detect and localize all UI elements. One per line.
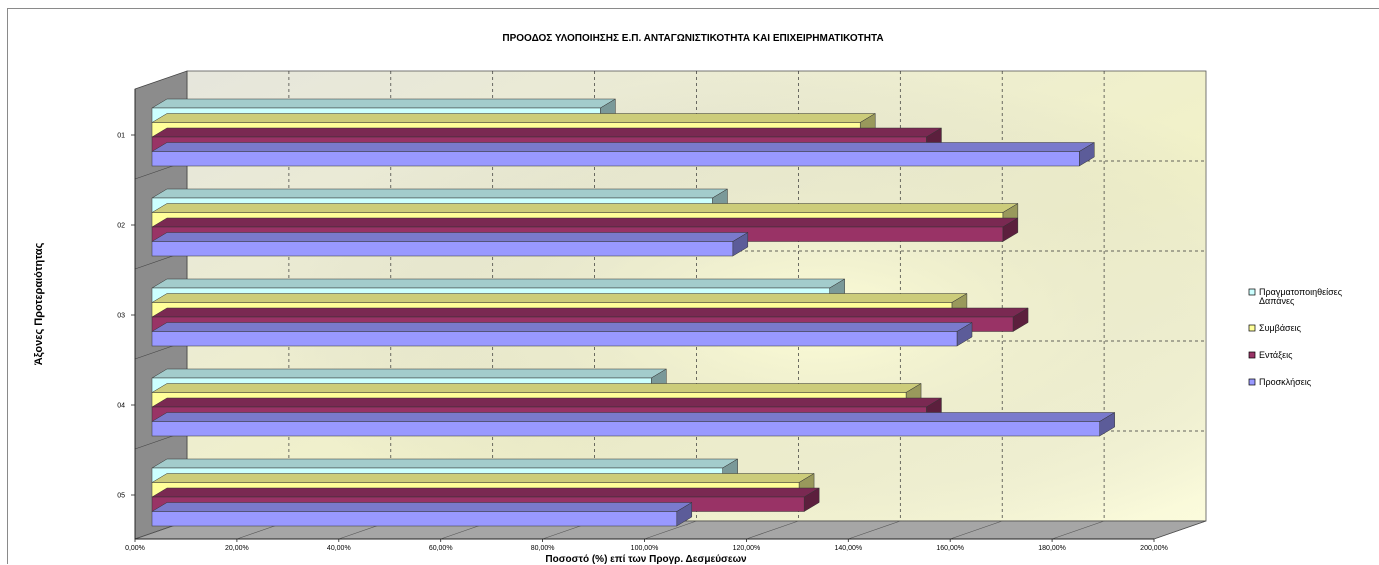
chart-frame: ΠΡΟΟΔΟΣ ΥΛΟΠΟΙΗΣΗΣ Ε.Π. ΑΝΤΑΓΩΝΙΣΤΙΚΟΤΗΤ…: [7, 8, 1379, 565]
bar-front: [151, 511, 678, 527]
bar-top: [151, 368, 668, 379]
legend-swatch: [1248, 324, 1256, 332]
legend-item: Προσκλήσεις: [1248, 377, 1312, 387]
bar-top: [151, 203, 1019, 213]
bar-top: [151, 113, 877, 123]
bar-top: [151, 458, 739, 469]
chart-canvas: ΠΡΟΟΔΟΣ ΥΛΟΠΟΙΗΣΗΣ Ε.Π. ΑΝΤΑΓΩΝΙΣΤΙΚΟΤΗΤ…: [33, 33, 1343, 565]
bar-top: [151, 412, 1116, 422]
plot-area: 0,00% 20,00% 40,00% 60,00% 80,00% 100,00% 120,…: [117, 70, 1207, 552]
bar-top: [151, 232, 749, 242]
legend-item: Εντάξεις: [1248, 350, 1293, 360]
x-tick-label: 120,00%: [733, 545, 761, 552]
bar-top: [151, 502, 693, 512]
y-axis-label: Άξονες Προτεραιότητας: [33, 242, 45, 365]
bar-top: [151, 307, 1029, 318]
x-tick-label: 180,00%: [1038, 545, 1066, 552]
bar-top: [151, 383, 922, 393]
x-tick-label: 20,00%: [225, 545, 249, 552]
bar-front: [151, 421, 1100, 437]
bar-top: [151, 278, 846, 289]
floor-gridline: [1052, 520, 1105, 540]
legend-label: Δαπάνες: [1259, 296, 1295, 306]
x-tick-label: 40,00%: [327, 545, 351, 552]
x-tick-label: 100,00%: [631, 545, 659, 552]
legend-label: Εντάξεις: [1259, 350, 1293, 360]
category-label: 02: [117, 223, 125, 230]
bar-top: [151, 473, 815, 483]
floor-gridline: [1153, 520, 1207, 540]
legend-label: Συμβάσεις: [1259, 323, 1302, 333]
floor-gridline: [644, 520, 697, 540]
category-label: 05: [117, 493, 125, 500]
legend-swatch: [1248, 351, 1256, 359]
x-tick-label: 80,00%: [531, 545, 555, 552]
chart-title: ΠΡΟΟΔΟΣ ΥΛΟΠΟΙΗΣΗΣ Ε.Π. ΑΝΤΑΓΩΝΙΣΤΙΚΟΤΗΤ…: [502, 33, 883, 44]
legend-swatch: [1248, 288, 1256, 296]
floor-gridline: [848, 520, 901, 540]
bar-top: [151, 188, 729, 199]
bar-top: [151, 487, 821, 498]
legend-label: Προσκλήσεις: [1259, 377, 1312, 387]
x-tick-label: 200,00%: [1140, 545, 1168, 552]
legend-item: Συμβάσεις: [1248, 323, 1302, 333]
bar-front: [151, 241, 734, 257]
bar-front: [151, 331, 958, 347]
x-axis-label: Ποσοστό (%) επί των Προγρ. Δεσμεύσεων: [545, 554, 747, 565]
bar-top: [151, 142, 1096, 152]
bar: [151, 502, 693, 527]
bar: [151, 412, 1116, 437]
floor-gridline: [746, 520, 799, 540]
bar: [151, 142, 1096, 167]
legend-swatch: [1248, 378, 1256, 386]
bar-front: [151, 151, 1080, 167]
bar-top: [151, 217, 1019, 228]
bar-top: [151, 98, 617, 109]
floor-gridline: [950, 520, 1003, 540]
bar-top: [151, 293, 968, 303]
bar-top: [151, 127, 943, 138]
bar-top: [151, 322, 973, 332]
legend-label: Πραγματοποιηθείσες: [1259, 287, 1343, 297]
category-label: 01: [117, 133, 125, 140]
category-label: 04: [117, 403, 125, 410]
bar: [151, 322, 973, 347]
x-tick-label: 140,00%: [834, 545, 862, 552]
x-tick-label: 0,00%: [125, 545, 145, 552]
bar: [151, 232, 749, 257]
bar-top: [151, 397, 943, 408]
x-tick-label: 160,00%: [936, 545, 964, 552]
category-label: 03: [117, 313, 125, 320]
x-tick-label: 60,00%: [429, 545, 453, 552]
